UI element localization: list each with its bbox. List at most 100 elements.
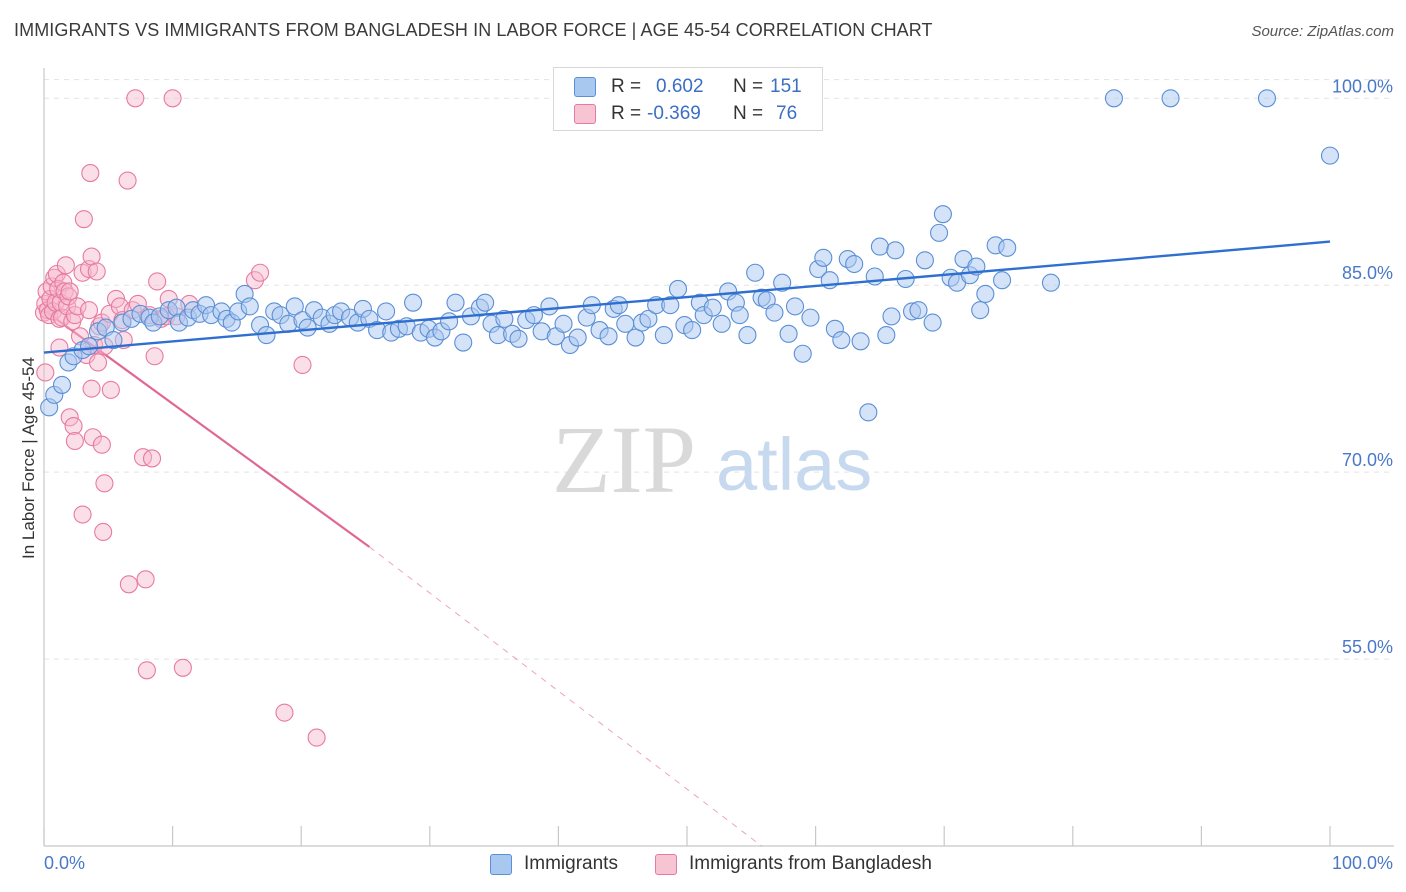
point-bangladesh	[136, 570, 155, 589]
point-bangladesh	[95, 474, 114, 493]
point-bangladesh	[137, 661, 156, 680]
bottom-legend-label-immigrants: Immigrants	[524, 853, 618, 874]
point-bangladesh	[81, 164, 100, 183]
point-bangladesh	[65, 431, 84, 451]
point-immigrants	[1041, 273, 1060, 292]
legend-r-label: R =	[611, 103, 642, 124]
point-immigrants	[568, 328, 587, 347]
point-immigrants	[779, 324, 798, 343]
point-immigrants	[1104, 89, 1124, 108]
point-immigrants	[915, 251, 934, 270]
point-bangladesh	[142, 449, 162, 468]
point-bangladesh	[173, 658, 192, 677]
point-bangladesh	[87, 262, 106, 281]
point-immigrants	[703, 298, 722, 317]
y-tick-label: 100.0%	[1332, 76, 1393, 96]
watermark-atlas: atlas	[716, 423, 872, 506]
point-immigrants	[668, 279, 688, 299]
trend-line-immigrants	[43, 240, 1331, 354]
point-immigrants	[882, 307, 901, 326]
point-immigrants	[814, 248, 833, 267]
grid-lines	[44, 79, 1394, 660]
point-immigrants	[859, 403, 878, 422]
point-immigrants	[639, 309, 658, 328]
trend-line-immigrants-solid	[43, 240, 1331, 354]
point-bangladesh	[163, 89, 182, 108]
point-immigrants	[1257, 89, 1277, 108]
point-bangladesh	[101, 380, 120, 399]
legend-n-value: 76	[776, 103, 798, 124]
x-tick-label-min: 0.0%	[44, 853, 85, 873]
point-bangladesh	[83, 428, 102, 447]
point-immigrants	[654, 326, 673, 345]
point-bangladesh	[60, 282, 79, 301]
point-bangladesh	[60, 408, 79, 427]
y-tick-label: 55.0%	[1342, 637, 1393, 657]
point-immigrants	[730, 306, 749, 325]
trend-line-bangladesh	[43, 309, 762, 847]
point-bangladesh	[56, 256, 75, 275]
point-immigrants	[104, 331, 123, 350]
y-tick-label: 70.0%	[1342, 450, 1393, 470]
point-immigrants	[870, 237, 889, 256]
point-immigrants	[495, 309, 514, 328]
point-bangladesh	[145, 347, 164, 366]
point-immigrants	[930, 223, 949, 242]
point-bangladesh	[126, 89, 145, 108]
point-immigrants	[298, 318, 317, 337]
point-immigrants	[793, 344, 812, 363]
point-immigrants	[377, 302, 396, 321]
point-immigrants	[845, 254, 864, 274]
y-axis-label: In Labor Force | Age 45-54	[19, 357, 38, 559]
point-immigrants	[832, 331, 851, 350]
legend-n-value: 151	[770, 76, 802, 97]
legend-r-label: R =	[611, 76, 642, 97]
legend-r-value: -0.369	[647, 103, 701, 124]
point-bangladesh	[74, 210, 93, 229]
legend-r-value: 0.602	[656, 76, 704, 97]
point-immigrants	[540, 297, 559, 316]
point-immigrants	[440, 312, 459, 331]
point-immigrants	[877, 326, 896, 345]
axes	[43, 68, 1394, 847]
point-bangladesh	[119, 575, 138, 594]
watermark-zip: ZIP	[552, 406, 696, 513]
point-bangladesh	[82, 379, 101, 398]
point-immigrants	[785, 297, 805, 316]
point-immigrants	[52, 375, 72, 394]
point-immigrants	[923, 313, 942, 332]
point-bangladesh	[293, 355, 312, 375]
point-immigrants	[738, 326, 757, 345]
point-bangladesh	[68, 297, 87, 316]
point-immigrants	[476, 293, 495, 312]
bottom-legend-label-bangladesh: Immigrants from Bangladesh	[689, 853, 932, 874]
point-immigrants	[683, 321, 702, 340]
point-immigrants	[851, 332, 870, 351]
point-bangladesh	[250, 263, 270, 282]
point-immigrants	[886, 241, 905, 260]
point-immigrants	[993, 271, 1012, 290]
point-immigrants	[801, 308, 820, 327]
legend-swatch-immigrants	[574, 77, 596, 97]
chart-title: IMMIGRANTS VS IMMIGRANTS FROM BANGLADESH…	[14, 20, 933, 40]
bottom-legend-swatch-immigrants	[490, 854, 512, 875]
point-immigrants	[446, 293, 465, 312]
point-bangladesh	[79, 301, 99, 320]
source-label: Source: ZipAtlas.com	[1251, 23, 1394, 40]
points-bangladesh	[34, 89, 326, 747]
point-immigrants	[285, 297, 304, 316]
point-bangladesh	[36, 363, 55, 382]
point-immigrants	[1320, 146, 1340, 165]
point-immigrants	[626, 328, 645, 347]
point-bangladesh	[88, 353, 108, 372]
legend-n-label: N =	[733, 103, 764, 124]
x-tick-label-max: 100.0%	[1332, 853, 1393, 873]
point-immigrants	[509, 329, 528, 348]
bottom-legend-swatch-bangladesh	[655, 854, 677, 875]
legend-n-label: N =	[733, 76, 764, 97]
point-bangladesh	[64, 416, 83, 436]
point-bangladesh	[307, 728, 326, 747]
point-immigrants	[773, 273, 792, 292]
point-immigrants	[933, 205, 952, 224]
point-bangladesh	[275, 703, 294, 722]
